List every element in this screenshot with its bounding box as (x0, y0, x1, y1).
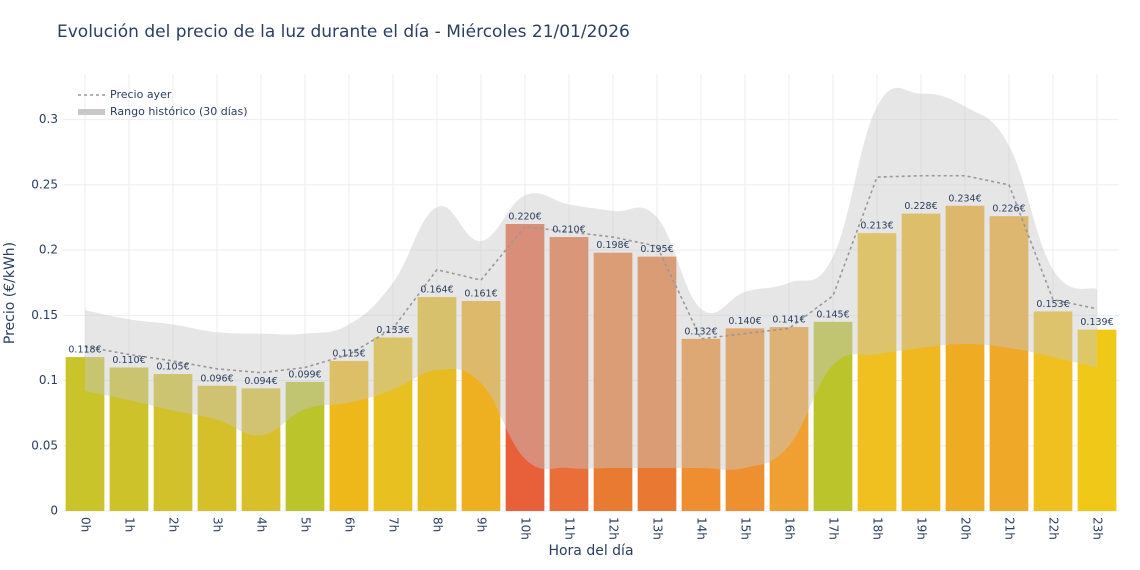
value-label: 0.198€ (596, 240, 629, 251)
value-label: 0.161€ (464, 288, 497, 299)
x-tick-label: 0h (79, 517, 93, 532)
bar (813, 321, 853, 511)
value-label: 0.141€ (772, 315, 805, 326)
value-label: 0.133€ (376, 325, 409, 336)
bar (945, 205, 985, 511)
x-tick-label: 17h (827, 517, 841, 540)
value-label: 0.210€ (552, 225, 585, 236)
x-tick-label: 6h (343, 517, 357, 532)
x-tick-label: 16h (783, 517, 797, 540)
value-label: 0.226€ (992, 204, 1025, 215)
x-tick-label: 4h (255, 517, 269, 532)
bar (1077, 329, 1117, 511)
value-label: 0.228€ (904, 201, 937, 212)
x-tick-label: 14h (695, 517, 709, 540)
value-label: 0.195€ (640, 244, 673, 255)
bar (901, 213, 941, 511)
value-label: 0.132€ (684, 326, 717, 337)
value-label: 0.220€ (508, 212, 541, 223)
x-tick-label: 18h (871, 517, 885, 540)
x-tick-label: 12h (607, 517, 621, 540)
y-tick-label: 0.15 (31, 308, 58, 322)
bar (461, 300, 501, 511)
bar (329, 360, 369, 511)
x-tick-label: 1h (123, 517, 137, 532)
x-tick-label: 13h (651, 517, 665, 540)
yesterday-line (84, 174, 1098, 374)
x-tick-label: 23h (1091, 517, 1105, 540)
bar (857, 233, 897, 511)
bar (109, 367, 149, 511)
bar (637, 256, 677, 511)
x-axis-title: Hora del día (548, 543, 633, 559)
y-tick-label: 0.1 (39, 373, 58, 387)
historic-range (85, 87, 1097, 470)
value-label: 0.164€ (420, 285, 453, 296)
x-tick-label: 5h (299, 517, 313, 532)
x-tick-label: 9h (475, 517, 489, 532)
x-tick-label: 10h (519, 517, 533, 540)
y-axis-title: Precio (€/kWh) (2, 242, 18, 344)
value-label: 0.096€ (200, 373, 233, 384)
bar (725, 328, 765, 511)
value-label: 0.118€ (68, 345, 101, 356)
bar (417, 297, 457, 511)
bar (769, 327, 809, 511)
bar (593, 252, 633, 511)
bar (241, 388, 281, 511)
y-tick-label: 0.05 (31, 438, 58, 452)
x-tick-label: 19h (915, 517, 929, 540)
bar (373, 337, 413, 511)
x-tick-label: 21h (1003, 517, 1017, 540)
value-label: 0.115€ (332, 348, 365, 359)
x-tick-label: 7h (387, 517, 401, 532)
x-tick-label: 15h (739, 517, 753, 540)
bar (1033, 311, 1073, 511)
x-tick-label: 22h (1047, 517, 1061, 540)
bar (65, 357, 105, 511)
bar (549, 237, 589, 512)
value-label: 0.234€ (948, 193, 981, 204)
y-tick-label: 0.3 (39, 112, 58, 126)
bar (989, 216, 1029, 512)
bar (505, 224, 545, 511)
y-tick-label: 0.25 (31, 177, 58, 191)
value-label: 0.153€ (1036, 299, 1069, 310)
y-tick-label: 0 (50, 504, 58, 518)
bar (153, 374, 193, 511)
value-label: 0.094€ (244, 376, 277, 387)
x-tick-label: 2h (167, 517, 181, 532)
bar (681, 338, 721, 511)
value-label: 0.139€ (1080, 317, 1113, 328)
value-label: 0.110€ (112, 355, 145, 366)
y-tick-label: 0.2 (39, 243, 58, 257)
x-tick-label: 20h (959, 517, 973, 540)
value-label: 0.140€ (728, 316, 761, 327)
x-tick-label: 3h (211, 517, 225, 532)
value-label: 0.213€ (860, 221, 893, 232)
value-label: 0.099€ (288, 369, 321, 380)
value-label: 0.145€ (816, 309, 849, 320)
chart-title: Evolución del precio de la luz durante e… (57, 22, 630, 42)
bar (197, 385, 237, 511)
bar (285, 381, 325, 511)
value-label: 0.105€ (156, 362, 189, 373)
legend-label: Rango histórico (30 días) (110, 105, 248, 118)
x-tick-label: 11h (563, 517, 577, 540)
x-tick-label: 8h (431, 517, 445, 532)
legend-label: Precio ayer (110, 88, 172, 101)
